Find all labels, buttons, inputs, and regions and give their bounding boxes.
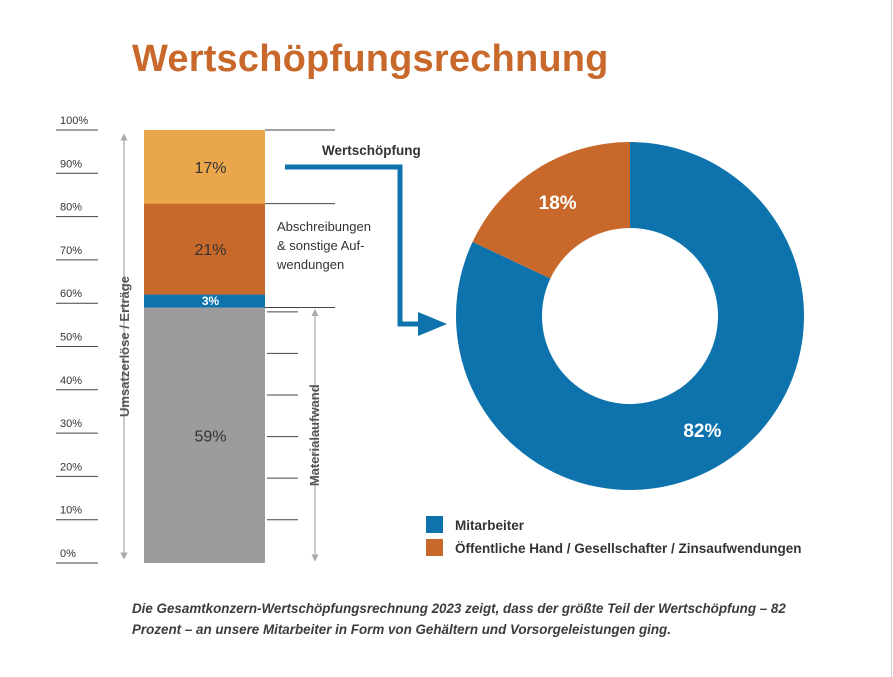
y-tick-label: 20% <box>60 461 82 473</box>
page-border <box>891 0 892 677</box>
legend-label: Mitarbeiter <box>455 518 525 533</box>
stacked-bar-chart: 0% 10% 20% 30% 40% 50% 60% 70% 80% 90% 100% Umsatze… <box>56 115 447 564</box>
depreciation-note-line: Abschreibungen <box>277 219 371 234</box>
depreciation-note-line: wendungen <box>276 257 344 272</box>
bar-segment-label: 21% <box>194 242 226 259</box>
page-title: Wertschöpfungsrechnung <box>132 38 609 80</box>
y-tick-label: 60% <box>60 288 82 300</box>
material-axis-title: Materialaufwand <box>307 384 322 486</box>
bar-segment-label: 59% <box>194 428 226 445</box>
wertschoepfung-label: Wertschöpfung <box>322 143 421 158</box>
bar-segment-label: 3% <box>202 294 220 308</box>
bar-segment-label: 17% <box>194 160 226 177</box>
y-tick-label: 10% <box>60 505 82 517</box>
bar-segment-wertschoepfung <box>144 130 265 204</box>
donut-slice-oeffentliche-hand <box>472 142 630 279</box>
bar-segment-depr <box>144 203 265 295</box>
depreciation-note-line: & sonstige Auf- <box>277 238 364 253</box>
legend: Mitarbeiter Öffentliche Hand / Gesellscha… <box>426 516 802 556</box>
legend-swatch <box>426 539 443 556</box>
donut-slice-label: 82% <box>683 421 721 442</box>
donut-slice-label: 18% <box>539 193 577 214</box>
y-tick-label: 40% <box>60 375 82 387</box>
revenue-axis-title: Umsatzerlöse / Erträge <box>117 276 132 417</box>
y-tick-label: 0% <box>60 548 76 560</box>
legend-swatch <box>426 516 443 533</box>
donut-slice-mitarbeiter <box>456 142 804 490</box>
legend-label: Öffentliche Hand / Gesellschafter / Zins… <box>455 541 802 556</box>
bar-segment-material <box>144 307 265 563</box>
wertschoepfung-arrowhead <box>418 312 447 336</box>
y-tick-label: 50% <box>60 332 82 344</box>
chart-caption: Die Gesamtkonzern-Wertschöpfungsrechnung… <box>132 601 786 637</box>
y-tick-label: 80% <box>60 202 82 214</box>
y-tick-label: 100% <box>60 115 88 127</box>
y-tick-label: 70% <box>60 245 82 257</box>
y-tick-label: 90% <box>60 158 82 170</box>
wertschoepfung-connector <box>285 164 423 327</box>
donut-chart: 82% 18% <box>456 142 804 490</box>
bar-segment-ws_share <box>144 294 265 308</box>
y-tick-label: 30% <box>60 418 82 430</box>
